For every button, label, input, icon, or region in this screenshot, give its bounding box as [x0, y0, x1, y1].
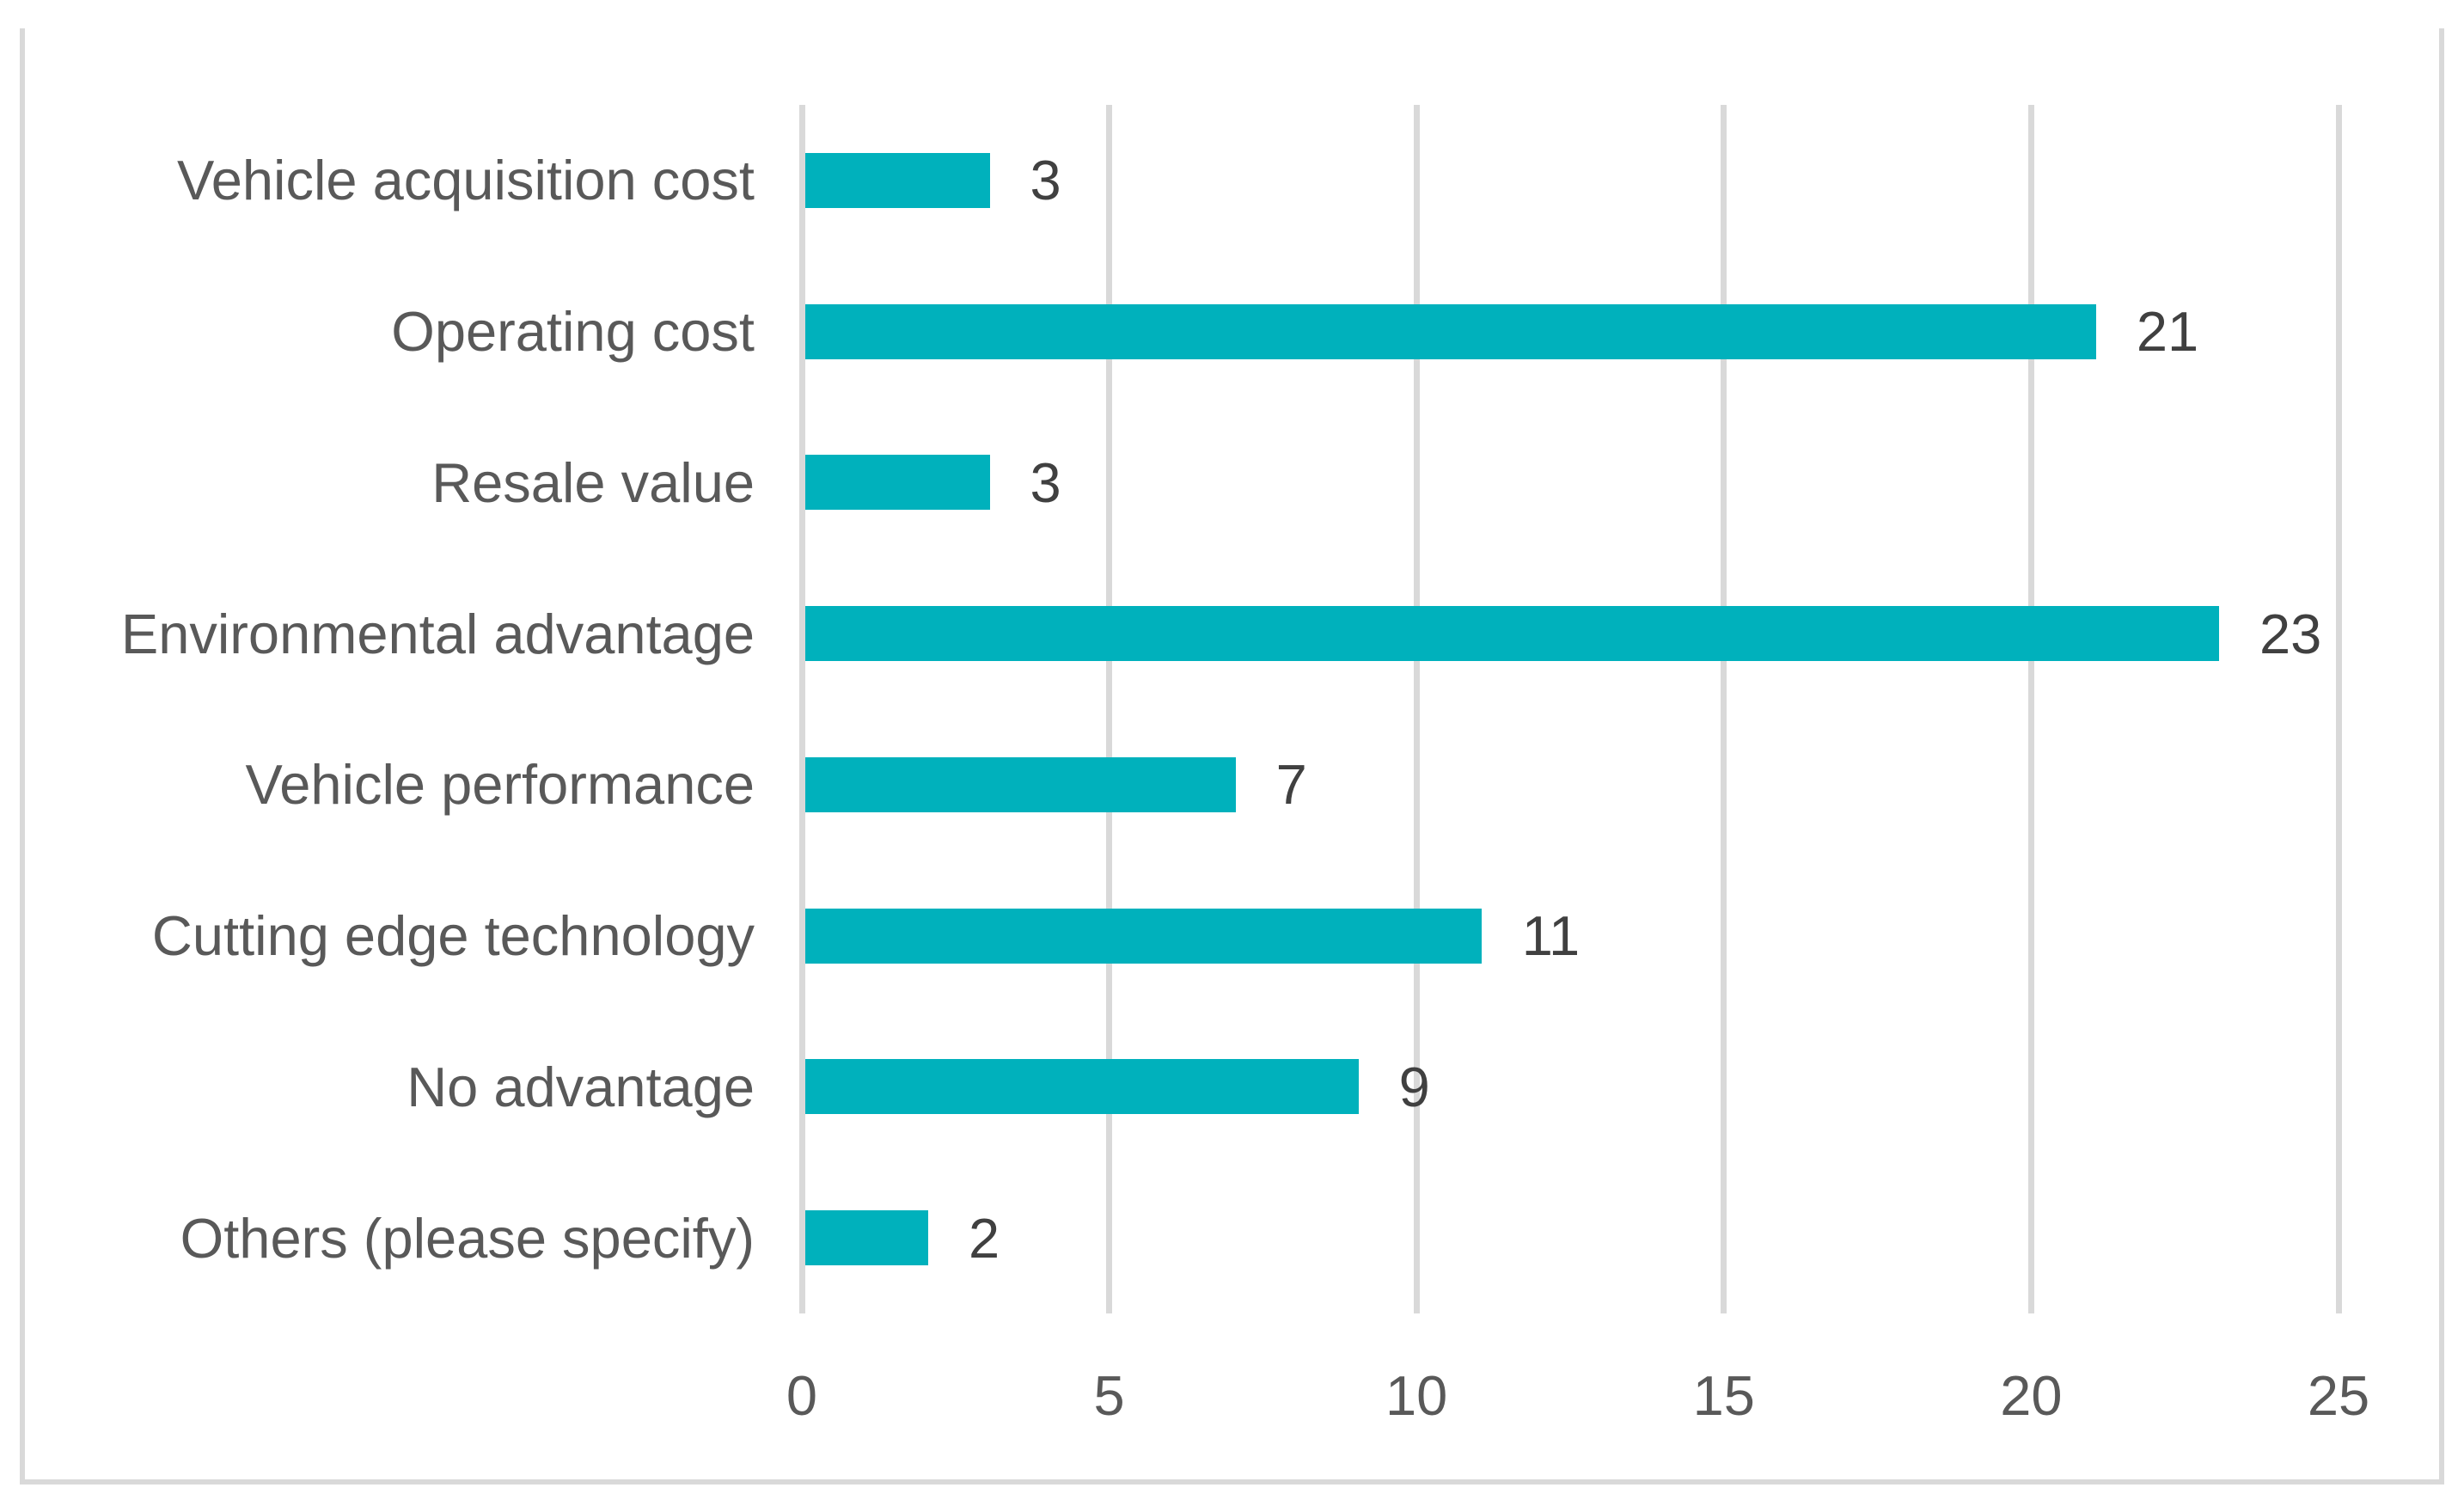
x-tick-label-5: 5: [1093, 1364, 1125, 1427]
data-label: 7: [1275, 753, 1307, 817]
x-tick-label-0: 0: [786, 1364, 818, 1427]
data-label: 2: [969, 1206, 1000, 1270]
bar-6: [805, 908, 1482, 964]
x-tick-label-20: 20: [2000, 1364, 2063, 1427]
category-label: Vehicle acquisition cost: [176, 149, 755, 212]
data-label: 21: [2136, 300, 2199, 364]
gridline-x-5: [1106, 105, 1113, 1313]
gridline-x-10: [1413, 105, 1420, 1313]
gridline-x-20: [2027, 105, 2034, 1313]
gridline-x-15: [1721, 105, 1727, 1313]
data-label: 3: [1030, 450, 1061, 514]
bar-5: [805, 756, 1236, 812]
bar-3: [805, 455, 990, 511]
x-tick-label-25: 25: [2307, 1364, 2370, 1427]
chart-border: [20, 28, 2444, 1485]
category-label: Environmental advantage: [120, 602, 755, 665]
x-tick-label-10: 10: [1385, 1364, 1448, 1427]
bar-7: [805, 1059, 1359, 1115]
data-label: 23: [2259, 602, 2322, 665]
data-label: 3: [1030, 149, 1061, 212]
data-label: 9: [1398, 1055, 1430, 1118]
category-label: Cutting edge technology: [151, 904, 755, 968]
bar-8: [805, 1210, 929, 1266]
bar-4: [805, 606, 2219, 662]
category-label: Vehicle performance: [245, 753, 755, 817]
plot-area: [798, 105, 2342, 1313]
gridline-x-0: [798, 105, 805, 1313]
gridline-x-25: [2335, 105, 2342, 1313]
category-label: Resale value: [431, 450, 755, 514]
category-label: Others (please specify): [180, 1206, 755, 1270]
x-tick-label-15: 15: [1692, 1364, 1755, 1427]
data-label: 11: [1521, 904, 1581, 968]
bar-1: [805, 152, 990, 208]
category-label: No advantage: [407, 1055, 755, 1118]
bar-2: [805, 303, 2096, 359]
category-label: Operating cost: [391, 300, 755, 364]
